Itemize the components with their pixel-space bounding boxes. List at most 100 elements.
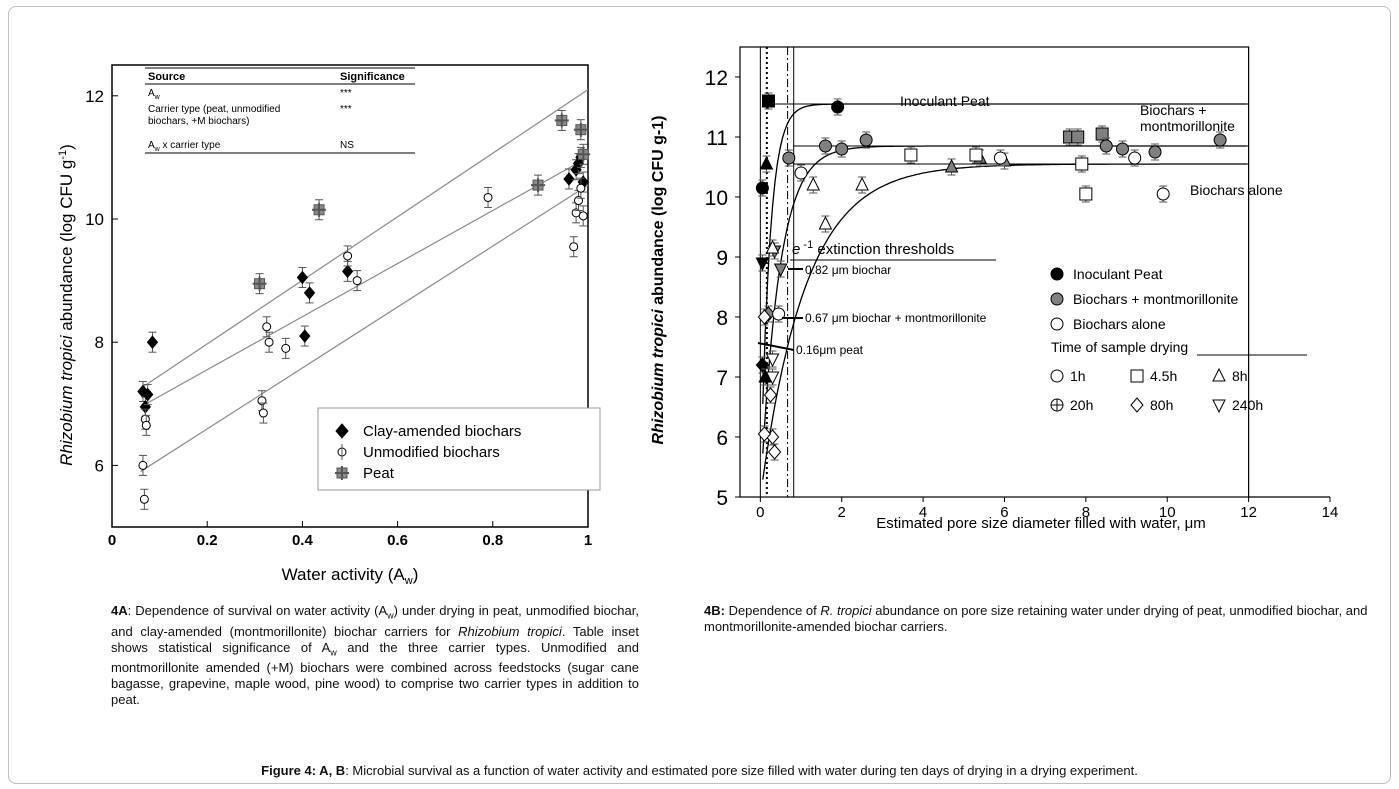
y-tick-label-4a: 12 (85, 87, 104, 106)
legend-marker-4b (1050, 267, 1064, 281)
legend-marker-4b (1050, 317, 1064, 331)
plot-frame-4a (111, 64, 589, 528)
clay-amended-point (142, 387, 154, 402)
legend-time-label: 80h (1150, 397, 1173, 413)
data-point-4b (782, 151, 796, 165)
legend-marker-4b (1050, 292, 1064, 306)
data-point-4b (772, 307, 786, 321)
data-point-4b (1075, 157, 1089, 171)
legend-time-label: 8h (1232, 368, 1248, 384)
unmodified-point (138, 460, 148, 470)
curve-label-biochars-alone: Biochars alone (1190, 182, 1283, 198)
data-point-4b (761, 94, 775, 108)
x-tick-label-4a: 1 (584, 532, 592, 549)
data-point-4b (755, 257, 770, 272)
fit-line-4a (140, 156, 589, 408)
unmodified-point (141, 420, 151, 430)
curve-label-montmorillonite: Biochars + (1140, 102, 1207, 118)
figure-caption: Figure 4: A, B: Microbial survival as a … (261, 763, 1138, 778)
legend-time-label: 1h (1070, 368, 1086, 384)
thresholds-title-rest: extinction thresholds (813, 241, 954, 258)
thresholds-title-sup: -1 (800, 239, 813, 251)
table-cell-source: Aw x carrier type (148, 140, 221, 153)
fit-line-4a (140, 184, 589, 473)
data-point-4b (763, 387, 778, 403)
legend-time-marker (1050, 369, 1064, 383)
data-point-4b (969, 148, 983, 162)
table-cell-sub: w (154, 146, 161, 153)
x-tick-label-4b: 8 (1082, 504, 1090, 521)
threshold-label-montmorillonite: 0.67 μm biochar + montmorillonite (805, 311, 987, 325)
data-point-4b (855, 176, 869, 191)
unmodified-point (343, 251, 353, 261)
y-axis-label-4b: Rhizobium tropici abundance (log CFU g-1… (650, 116, 667, 445)
legend-label-4a: Clay-amended biochars (363, 423, 521, 440)
y-tick-label-4a: 8 (95, 333, 104, 352)
data-point-4b (1148, 145, 1162, 159)
data-point-4b (765, 239, 780, 254)
clay-amended-point (296, 270, 309, 285)
data-point-4b (859, 133, 873, 147)
y-tick-label-4b: 11 (706, 127, 728, 150)
y-tick-label-4b: 10 (705, 187, 728, 210)
thresholds-title-e: e (792, 241, 800, 258)
x-axis-label-4b: Estimated pore size diameter filled with… (876, 515, 1206, 532)
plot-frame-4b (739, 46, 1250, 498)
y-tick-label-4b: 6 (716, 427, 728, 450)
clay-amended-point (341, 264, 354, 279)
legend-label-4a: Unmodified biochars (363, 444, 500, 461)
unmodified-point (258, 408, 268, 418)
data-point-4b (757, 426, 772, 442)
plot-area-4b: 0 2 4 6 8 10 12 14 5 6 7 8 9 10 11 12 Inoculant Peat Bioc… (705, 46, 1338, 521)
table-cell-sub: w (154, 94, 161, 101)
unmodified-point (576, 183, 586, 193)
y-tick-label-4b: 5 (716, 487, 728, 510)
y-tick-label-4b: 9 (716, 247, 728, 270)
legend-box-4a (317, 407, 601, 491)
data-point-4b (765, 353, 780, 368)
unmodified-point (281, 343, 291, 353)
legend-time-label: 4.5h (1150, 368, 1177, 384)
unmodified-point (262, 322, 272, 332)
unmodified-point (578, 211, 588, 221)
clay-amended-point (146, 335, 159, 349)
data-point-4b (1099, 139, 1113, 153)
clay-amended-point (303, 286, 316, 300)
legend-time-marker (1212, 367, 1226, 382)
data-point-4b (1213, 133, 1227, 147)
x-axis-label-4a: Water activity (Aw) (282, 565, 419, 587)
x-tick-label-4b: 10 (1159, 504, 1176, 521)
data-point-4b (818, 139, 832, 153)
data-point-4b (765, 371, 780, 386)
data-point-4b (1095, 127, 1109, 141)
table-cell-sig: *** (340, 104, 352, 115)
data-point-4b (1071, 130, 1085, 144)
legend-4a: Clay-amended biochars Unmodified biochars… (317, 407, 601, 491)
x-tick-label-4a: 0.4 (292, 532, 314, 549)
data-point-4b (1128, 151, 1142, 165)
threshold-label-biochar: 0.82 μm biochar (805, 263, 891, 277)
caption-4b: 4B: Dependence of R. tropici abundance o… (704, 603, 1368, 634)
y-tick-label-4b: 8 (716, 307, 728, 330)
x-tick-label-4a: 0.8 (482, 532, 503, 549)
data-point-4b (831, 100, 845, 114)
figure-frame (8, 6, 1391, 784)
legend-time-label: 20h (1070, 397, 1093, 413)
table-header-source: Source (148, 71, 185, 83)
data-point-4b (794, 166, 808, 180)
x-tick-label-4b: 2 (838, 504, 846, 521)
data-point-4b (1115, 142, 1129, 156)
legend-time-title: Time of sample drying (1051, 339, 1188, 355)
y-tick-label-4a: 6 (95, 456, 104, 475)
legend-4b: Inoculant Peat Biochars + montmorillonite… (1050, 266, 1307, 414)
table-cell-sig: *** (340, 88, 352, 99)
legend-marker-clay (335, 423, 349, 439)
y-tick-label-4b: 7 (716, 367, 728, 390)
table-cell-sig: NS (340, 140, 354, 151)
caption-4a: 4A: Dependence of survival on water acti… (111, 603, 640, 708)
data-point-4b (767, 444, 782, 460)
data-point-4b (818, 215, 833, 230)
unmodified-point (352, 276, 362, 286)
thresholds-title: e -1 extinction thresholds (792, 239, 954, 258)
